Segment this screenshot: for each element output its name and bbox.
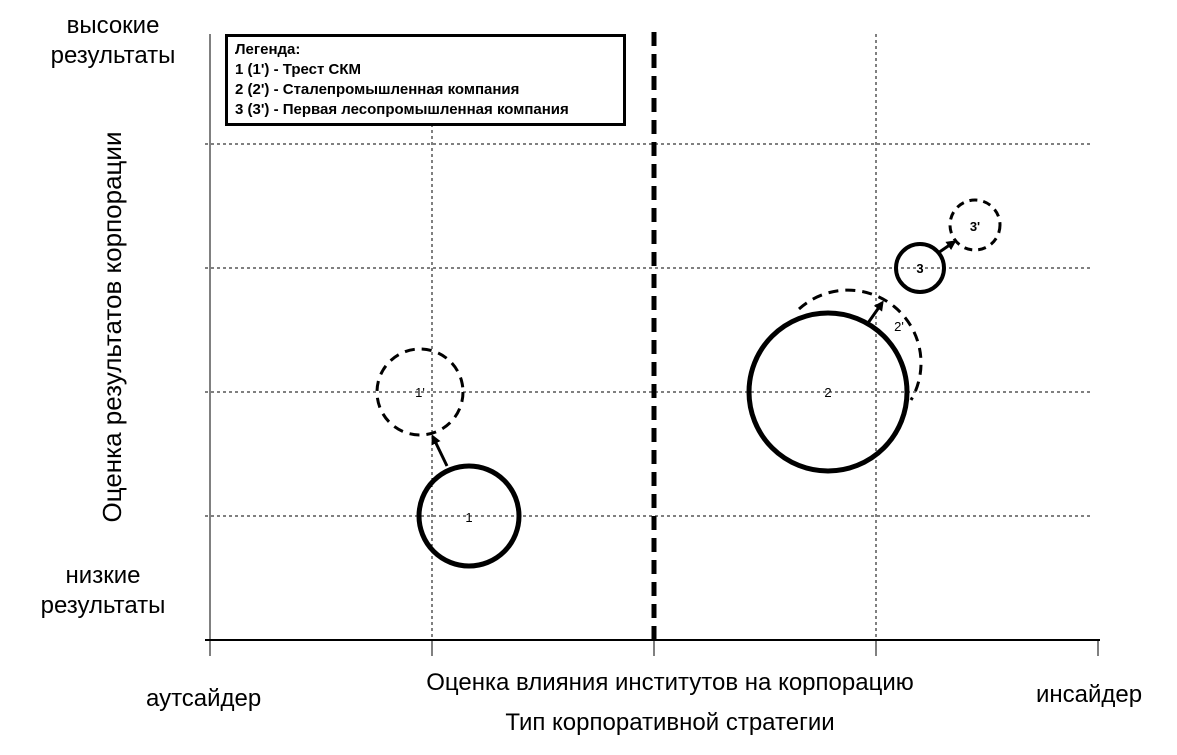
x-axis-title: Оценка влияния институтов на корпорацию <box>426 669 914 696</box>
legend: Легенда: 1 (1') - Трест СКМ 2 (2') - Ста… <box>225 34 626 126</box>
y-axis-low-label: низкие результаты <box>28 561 178 621</box>
circle-2-prime <box>797 288 923 401</box>
arrow-1-to-1-prime <box>431 434 449 467</box>
circle-label: 3' <box>970 219 980 234</box>
circle-label: 1 <box>465 510 472 525</box>
legend-item: 2 (2') - Сталепромышленная компания <box>235 81 520 98</box>
circle-labels: 1 1' 2 2' 3 3' <box>415 219 980 525</box>
circle-3 <box>894 242 946 294</box>
y-axis-title: Оценка результатов корпорации <box>97 132 127 523</box>
y-axis-high-line-1: высокие <box>66 12 160 39</box>
circle-1 <box>416 463 522 569</box>
circle-label: 2' <box>894 319 904 334</box>
circle-1-prime <box>375 347 465 437</box>
y-axis-high-line-2: результаты <box>50 42 176 69</box>
circle-3-prime <box>948 198 1002 252</box>
x-axis-subtitle: Тип корпоративной стратегии <box>505 709 835 736</box>
circle-label: 1' <box>415 385 425 400</box>
legend-title: Легенда: <box>235 41 301 58</box>
legend-item: 3 (3') - Первая лесопромышленная компани… <box>235 101 569 118</box>
circles <box>375 198 1002 569</box>
circle-label: 3 <box>916 261 923 276</box>
grid <box>205 34 1090 640</box>
y-axis-low-line-2: результаты <box>40 592 166 619</box>
y-axis-low-line-1: низкие <box>65 562 141 589</box>
arrows <box>431 240 957 467</box>
arrow-3-to-3-prime <box>937 240 957 255</box>
legend-item: 1 (1') - Трест СКМ <box>235 61 361 78</box>
x-axis-left-label: аутсайдер <box>146 685 262 712</box>
x-axis-right-label: инсайдер <box>1036 681 1143 708</box>
circle-2 <box>746 310 910 474</box>
arrow-2-to-2-prime <box>866 300 884 324</box>
y-axis-high-label: высокие результаты <box>38 11 188 71</box>
circle-label: 2 <box>824 385 831 400</box>
